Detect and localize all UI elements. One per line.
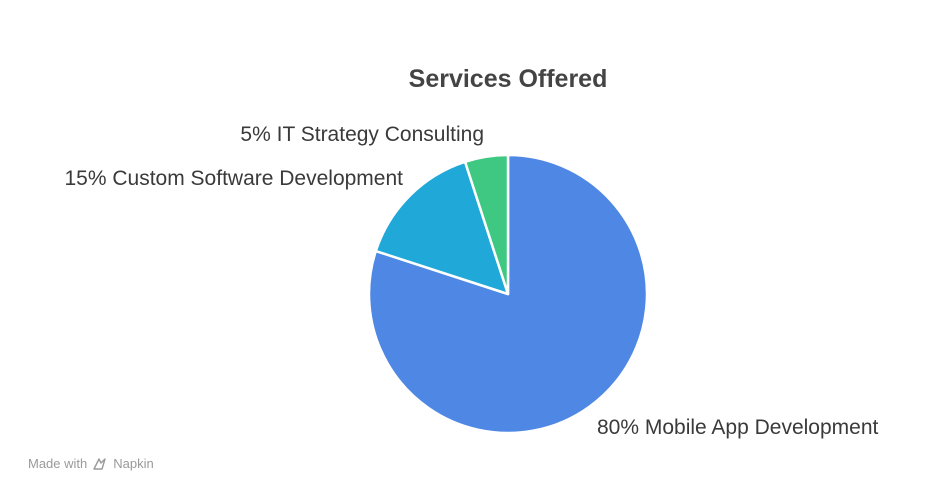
chart-title: Services Offered	[409, 65, 608, 93]
watermark-brand: Napkin	[113, 456, 154, 471]
slice-label-mobile-app-development: 80% Mobile App Development	[597, 416, 879, 439]
watermark: Made with Napkin	[28, 456, 154, 471]
slice-label-custom-software-development: 15% Custom Software Development	[65, 167, 404, 190]
napkin-logo-icon	[93, 457, 106, 470]
pie-slices	[367, 153, 649, 435]
pie-labels: 80% Mobile App Development 15% Custom Sof…	[65, 123, 879, 439]
pie-slice-it-strategy-consulting	[463, 153, 510, 296]
slice-label-it-strategy-consulting: 5% IT Strategy Consulting	[240, 123, 484, 146]
watermark-prefix: Made with	[28, 456, 88, 471]
